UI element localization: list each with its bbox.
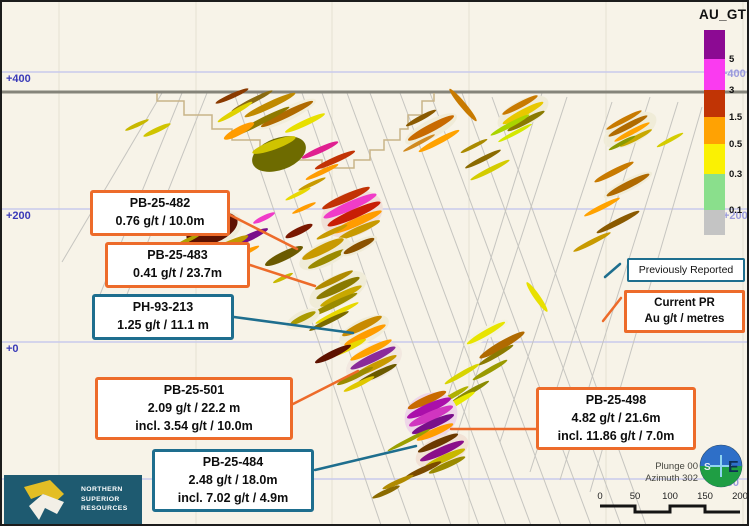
- callout-pb-25-501: PB-25-501 2.09 g/t / 22.2 m incl. 3.54 g…: [95, 377, 293, 441]
- callout-value: 4.82 g/t / 21.6m: [571, 410, 661, 425]
- callout-ph-93-213: PH-93-213 1.25 g/t / 11.1 m: [92, 294, 234, 340]
- azimuth-label: Azimuth 302: [645, 472, 698, 484]
- legend-previously-reported: Previously Reported: [627, 258, 745, 282]
- elevation-label-left-200: +200: [6, 210, 31, 222]
- callout-title: PB-25-498: [585, 393, 647, 407]
- scale-tick: 50: [629, 491, 641, 502]
- callout-pb-25-482: PB-25-482 0.76 g/t / 10.0m: [90, 190, 230, 236]
- logo-mark-icon: [24, 480, 64, 520]
- logo-line3: RESOURCES: [81, 505, 128, 513]
- au-legend-tick: 1.5: [729, 112, 743, 123]
- au-legend-segment: [704, 117, 725, 144]
- callout-title: PB-25-482: [129, 196, 191, 210]
- callout-value: 0.41 g/t / 23.7m: [133, 265, 222, 280]
- au-legend-colorbar: [704, 30, 725, 235]
- callout-title: PB-25-483: [147, 248, 208, 262]
- legend-current-pr: Current PR Au g/t / metres: [624, 290, 745, 334]
- au-legend-segment: [704, 144, 725, 174]
- au-legend-tick: 0.5: [729, 139, 743, 150]
- view-orientation-info: Plunge 00 Azimuth 302: [614, 461, 698, 485]
- legend-current-pr-line2: Au g/t / metres: [644, 312, 725, 325]
- callout-value: 2.09 g/t / 22.2 m: [147, 400, 241, 415]
- au-legend-title: AU_GT: [699, 7, 747, 22]
- logo-line2: SUPERIOR: [81, 495, 120, 503]
- callout-incl: incl. 7.02 g/t / 4.9m: [177, 490, 289, 505]
- company-logo: NORTHERN SUPERIOR RESOURCES: [4, 475, 142, 524]
- callout-title: PB-25-484: [202, 455, 264, 469]
- compass-east-label: E: [728, 459, 739, 476]
- au-legend-segment: [704, 174, 725, 210]
- elevation-label-right-400: +400: [721, 68, 746, 80]
- callout-incl: incl. 11.86 g/t / 7.0m: [557, 428, 675, 443]
- scale-tick: 200: [732, 491, 748, 502]
- logo-line1: NORTHERN: [81, 486, 123, 493]
- callout-title: PH-93-213: [132, 300, 194, 314]
- scale-bar-labels: 0 50 100 150 200: [594, 491, 748, 503]
- callout-pb-25-483: PB-25-483 0.41 g/t / 23.7m: [105, 242, 250, 288]
- compass-orientation-icon: S E: [699, 444, 743, 488]
- elevation-label-left-400: +400: [6, 73, 31, 85]
- plunge-label: Plunge 00: [655, 461, 698, 472]
- callout-pb-25-498: PB-25-498 4.82 g/t / 21.6m incl. 11.86 g…: [536, 387, 696, 451]
- au-legend-tick: 5: [729, 54, 735, 65]
- scale-tick: 150: [697, 491, 713, 502]
- callout-incl: incl. 3.54 g/t / 10.0m: [135, 418, 253, 433]
- au-legend-tick: 3: [729, 85, 735, 96]
- elevation-label-left-0: +0: [6, 343, 19, 355]
- scale-tick: 100: [662, 491, 678, 502]
- elevation-label-right-200: +200: [723, 210, 748, 222]
- scale-tick: 0: [597, 491, 603, 502]
- logo-text: NORTHERN SUPERIOR RESOURCES: [81, 485, 128, 514]
- au-legend-segment: [704, 30, 725, 59]
- legend-current-pr-line1: Current PR: [654, 297, 715, 309]
- callout-pb-25-484: PB-25-484 2.48 g/t / 18.0m incl. 7.02 g/…: [152, 449, 314, 513]
- au-legend-tick: 0.1: [729, 205, 743, 216]
- callout-value: 1.25 g/t / 11.1 m: [117, 317, 209, 332]
- compass-south-label: S: [704, 462, 711, 473]
- callout-value: 2.48 g/t / 18.0m: [188, 472, 278, 487]
- callout-value: 0.76 g/t / 10.0m: [115, 213, 205, 228]
- au-legend-segment: [704, 59, 725, 90]
- callout-title: PB-25-501: [163, 383, 225, 397]
- au-legend-tick: 0.3: [729, 169, 743, 180]
- scale-bar-icon: [600, 504, 740, 514]
- au-legend-segment: [704, 90, 725, 117]
- au-legend-segment: [704, 210, 725, 235]
